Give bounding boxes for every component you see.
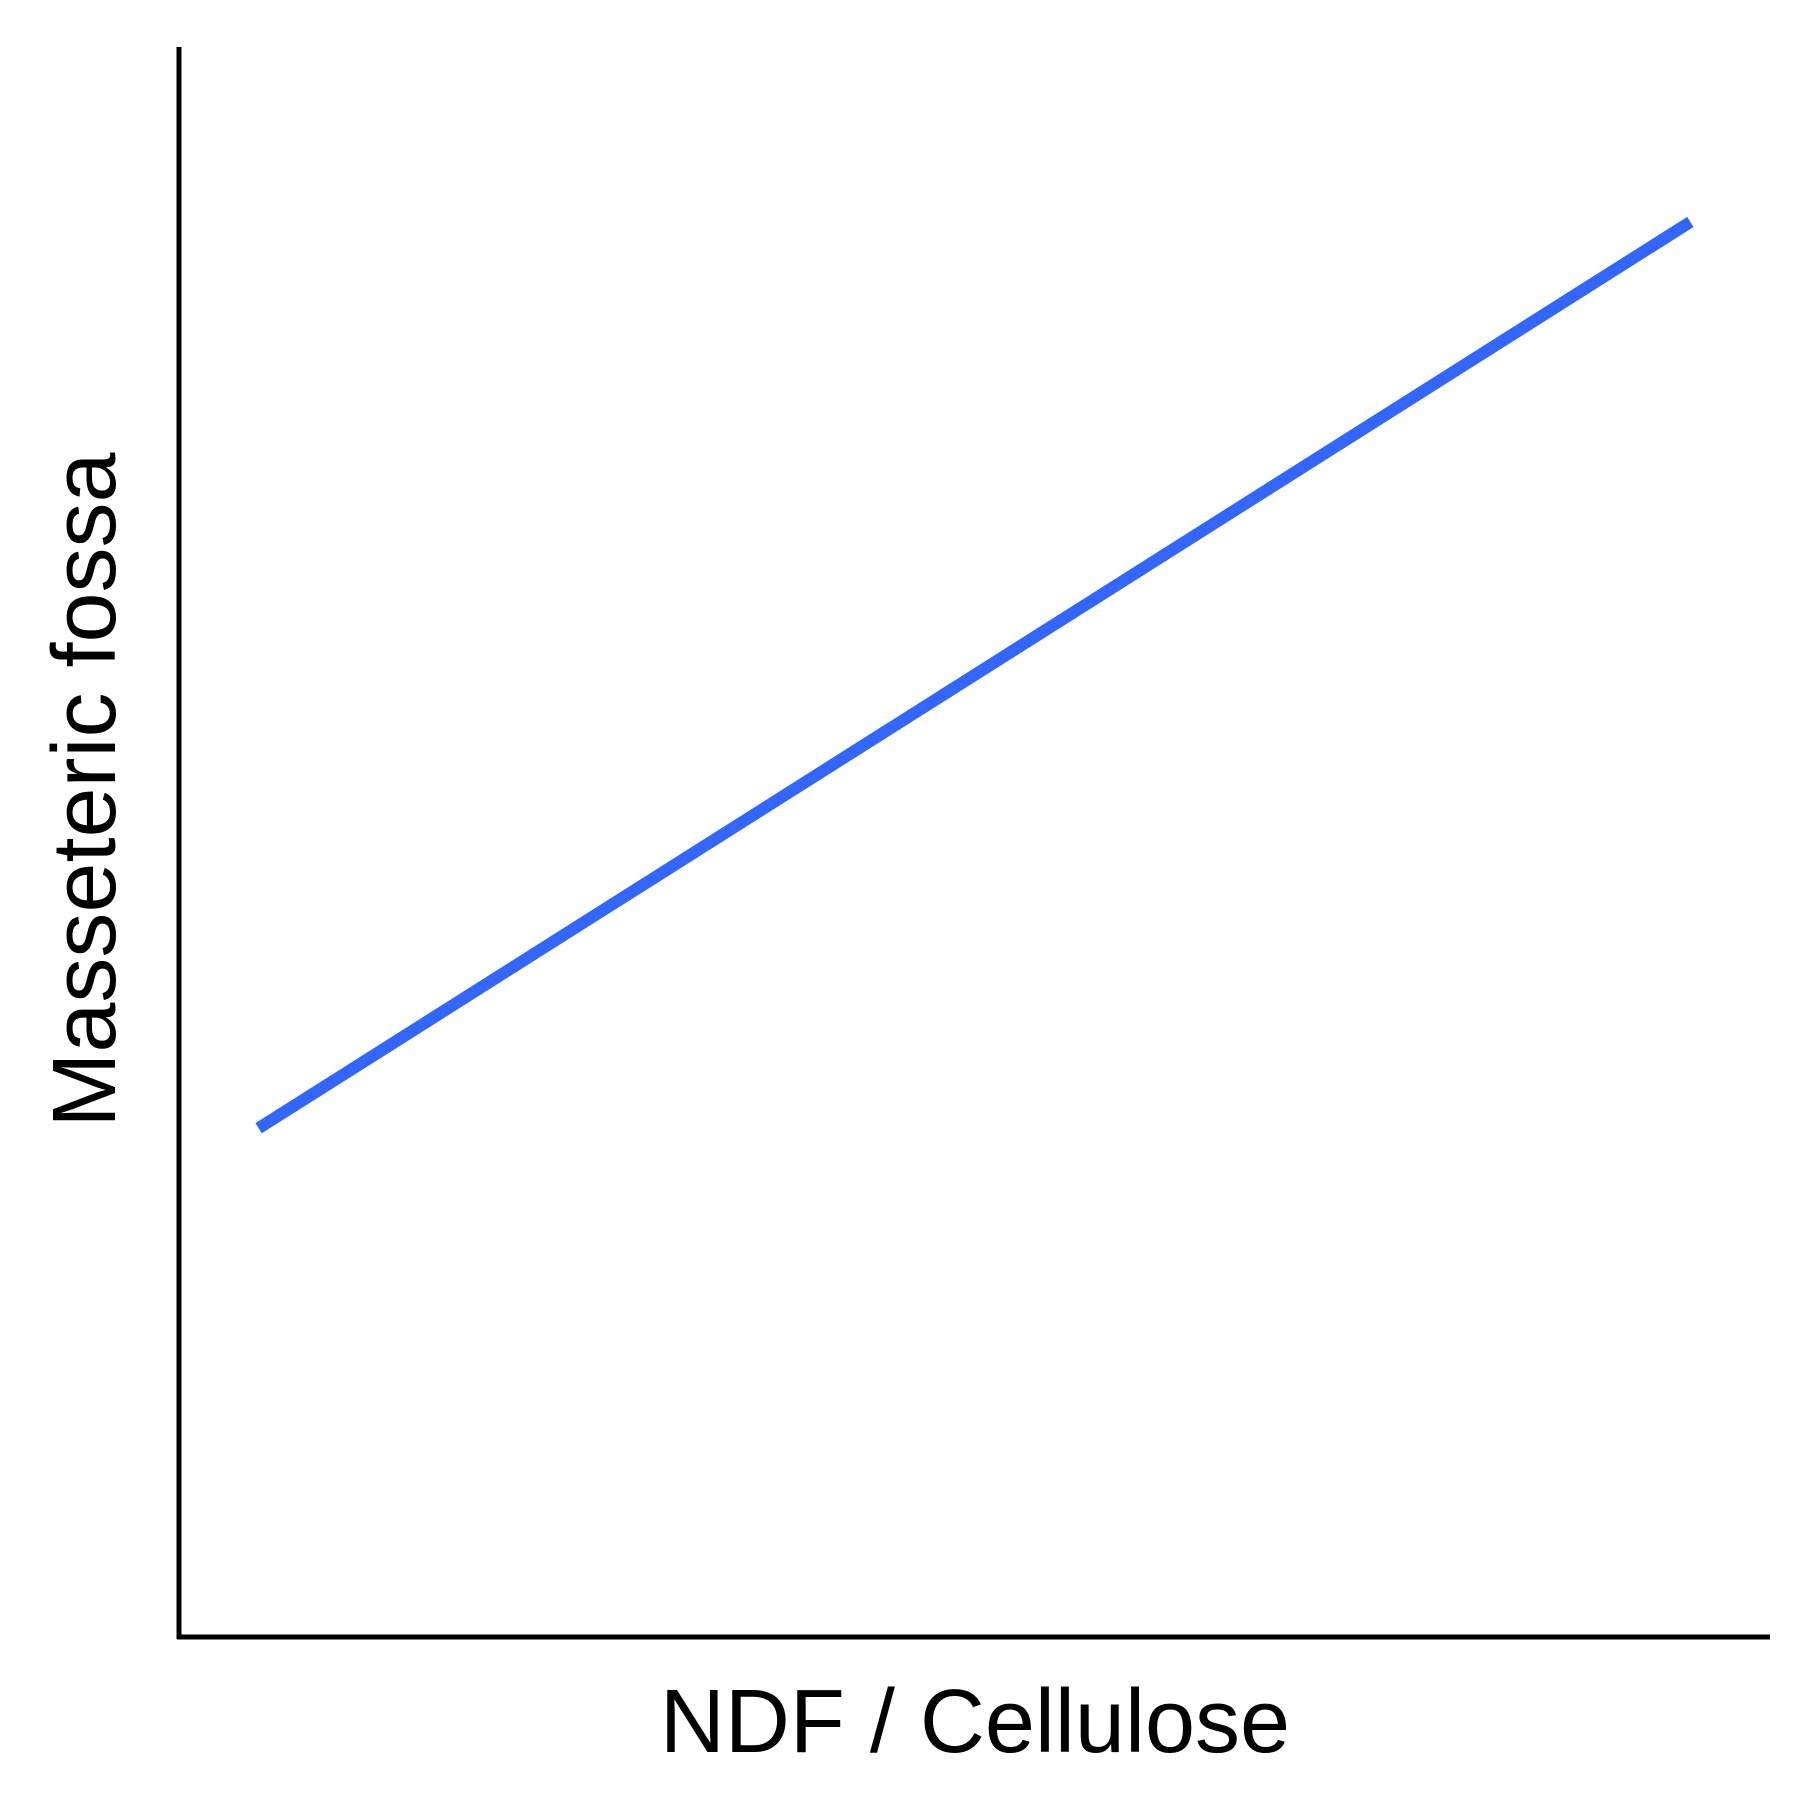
series-layer <box>255 216 1694 1134</box>
series-line-0 <box>255 216 1694 1134</box>
y-axis-label: Masseteric fossa <box>35 451 135 1127</box>
x-axis-label: NDF / Cellulose <box>660 1672 1290 1772</box>
